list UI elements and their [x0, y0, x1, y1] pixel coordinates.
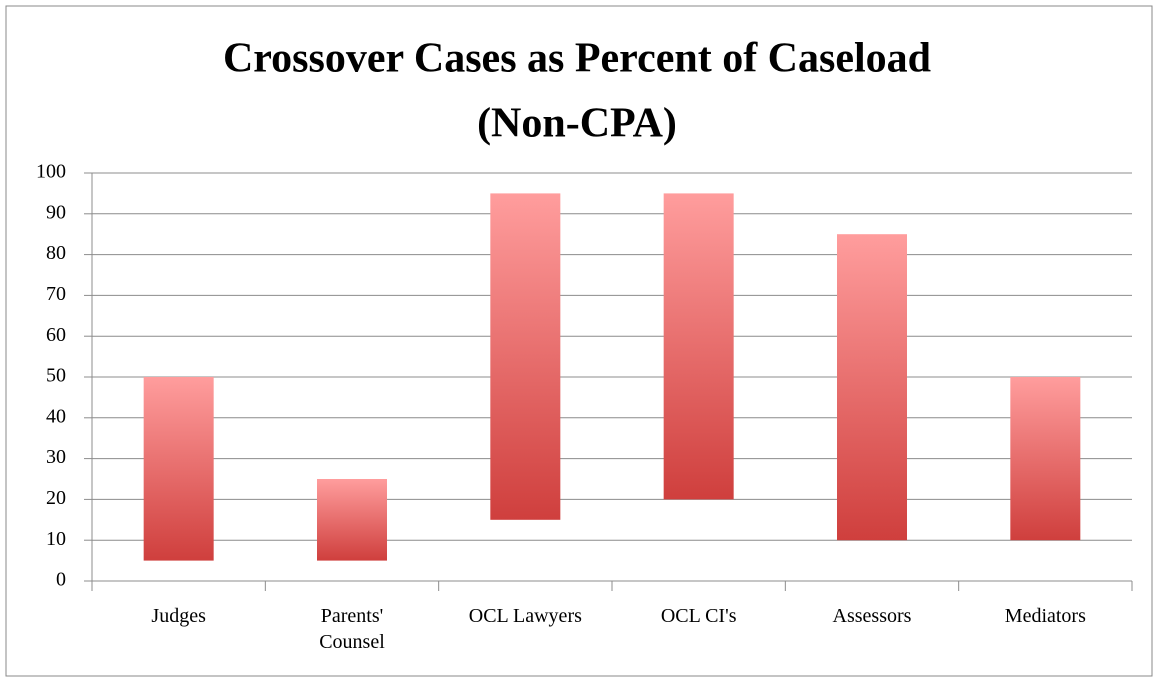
- y-tick-label: 20: [46, 487, 66, 509]
- bar: [317, 479, 387, 561]
- y-tick-label: 70: [46, 283, 66, 305]
- x-tick-label: Judges: [151, 605, 206, 627]
- y-tick-label: 60: [46, 324, 66, 346]
- bar: [490, 193, 561, 520]
- x-tick-label: Mediators: [1004, 605, 1086, 627]
- x-tick-label: OCL Lawyers: [468, 605, 582, 627]
- x-tick-label: OCL CI's: [660, 605, 737, 627]
- y-tick-label: 90: [46, 201, 66, 223]
- bar: [663, 193, 734, 500]
- y-tick-label: 50: [46, 365, 66, 387]
- bar: [837, 234, 907, 541]
- y-tick-label: 100: [36, 161, 66, 183]
- frame: [5, 5, 1153, 677]
- y-tick-label: 30: [46, 446, 66, 468]
- y-tick-label: 40: [46, 405, 66, 427]
- y-tick-label: 10: [46, 528, 66, 550]
- chart-title: Crossover Cases as Percent of Caseload: [223, 36, 931, 82]
- x-tick-label: Assessors: [832, 605, 912, 627]
- x-tick-label: Parents' Counsel: [319, 605, 385, 653]
- bar: [143, 377, 214, 561]
- bar: [1010, 377, 1081, 541]
- chart-title: (Non-CPA): [477, 101, 677, 147]
- y-tick-label: 80: [46, 242, 66, 264]
- y-tick-label: 0: [56, 569, 66, 591]
